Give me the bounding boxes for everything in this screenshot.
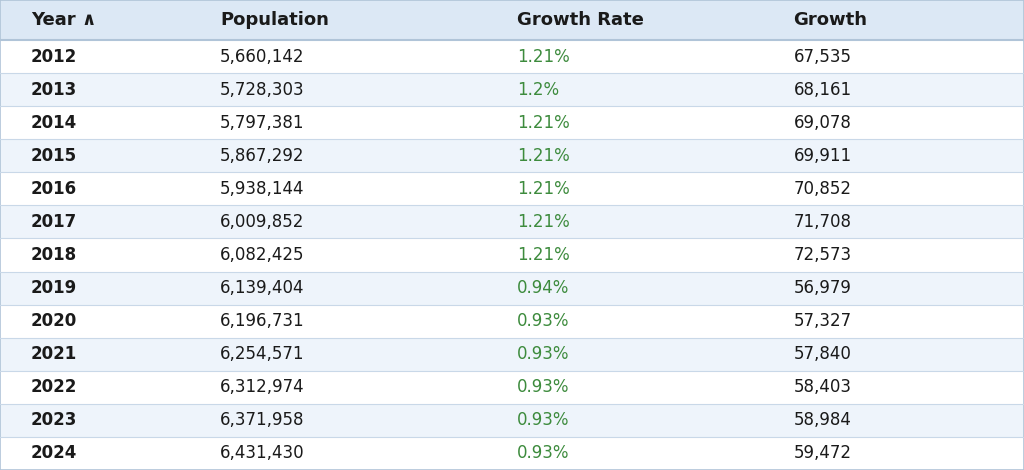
Text: 71,708: 71,708: [794, 213, 852, 231]
Text: 58,984: 58,984: [794, 411, 852, 430]
Text: 0.93%: 0.93%: [517, 378, 569, 396]
Text: 6,082,425: 6,082,425: [220, 246, 305, 264]
Text: 6,371,958: 6,371,958: [220, 411, 305, 430]
Text: 2019: 2019: [31, 279, 77, 297]
Text: 69,078: 69,078: [794, 114, 852, 132]
Bar: [0, 40, 1024, 73]
Text: 6,312,974: 6,312,974: [220, 378, 305, 396]
Bar: [0, 172, 1024, 205]
Text: 69,911: 69,911: [794, 147, 852, 165]
Text: 5,660,142: 5,660,142: [220, 47, 305, 65]
Text: 1.21%: 1.21%: [517, 47, 570, 65]
Text: 67,535: 67,535: [794, 47, 852, 65]
Bar: [0, 238, 1024, 272]
Bar: [0, 371, 1024, 404]
Text: 5,728,303: 5,728,303: [220, 81, 305, 99]
Text: 2021: 2021: [31, 345, 77, 363]
Text: 2023: 2023: [31, 411, 77, 430]
Bar: [0, 272, 1024, 305]
Text: 5,797,381: 5,797,381: [220, 114, 305, 132]
Text: Year ∧: Year ∧: [31, 11, 96, 29]
Text: Growth Rate: Growth Rate: [517, 11, 644, 29]
Text: 0.93%: 0.93%: [517, 345, 569, 363]
Bar: [0, 73, 1024, 106]
Text: 59,472: 59,472: [794, 445, 852, 462]
Text: 68,161: 68,161: [794, 81, 852, 99]
Text: 70,852: 70,852: [794, 180, 852, 198]
Text: 2022: 2022: [31, 378, 77, 396]
Text: 1.21%: 1.21%: [517, 246, 570, 264]
Text: 57,327: 57,327: [794, 312, 852, 330]
Text: Population: Population: [220, 11, 329, 29]
Text: 57,840: 57,840: [794, 345, 852, 363]
Bar: [0, 337, 1024, 371]
Bar: [0, 305, 1024, 337]
Text: 0.94%: 0.94%: [517, 279, 569, 297]
Bar: [0, 437, 1024, 470]
Text: 6,254,571: 6,254,571: [220, 345, 305, 363]
Text: Growth: Growth: [794, 11, 867, 29]
Text: 1.21%: 1.21%: [517, 114, 570, 132]
Text: 6,196,731: 6,196,731: [220, 312, 305, 330]
Bar: [0, 205, 1024, 238]
Text: 58,403: 58,403: [794, 378, 852, 396]
Text: 0.93%: 0.93%: [517, 445, 569, 462]
Text: 2013: 2013: [31, 81, 77, 99]
Text: 0.93%: 0.93%: [517, 312, 569, 330]
Text: 2024: 2024: [31, 445, 77, 462]
Text: 6,009,852: 6,009,852: [220, 213, 304, 231]
Text: 1.2%: 1.2%: [517, 81, 559, 99]
Text: 1.21%: 1.21%: [517, 180, 570, 198]
Text: 2017: 2017: [31, 213, 77, 231]
Text: 6,139,404: 6,139,404: [220, 279, 305, 297]
Bar: [0, 139, 1024, 172]
Text: 5,867,292: 5,867,292: [220, 147, 305, 165]
Text: 2020: 2020: [31, 312, 77, 330]
Text: 5,938,144: 5,938,144: [220, 180, 305, 198]
Text: 1.21%: 1.21%: [517, 147, 570, 165]
Text: 0.93%: 0.93%: [517, 411, 569, 430]
Text: 2016: 2016: [31, 180, 77, 198]
Text: 1.21%: 1.21%: [517, 213, 570, 231]
Text: 2018: 2018: [31, 246, 77, 264]
Text: 2014: 2014: [31, 114, 77, 132]
Text: 2012: 2012: [31, 47, 77, 65]
Bar: [0, 404, 1024, 437]
Text: 56,979: 56,979: [794, 279, 852, 297]
Bar: [0, 0, 1024, 40]
Text: 6,431,430: 6,431,430: [220, 445, 305, 462]
Text: 2015: 2015: [31, 147, 77, 165]
Bar: [0, 106, 1024, 139]
Text: 72,573: 72,573: [794, 246, 852, 264]
